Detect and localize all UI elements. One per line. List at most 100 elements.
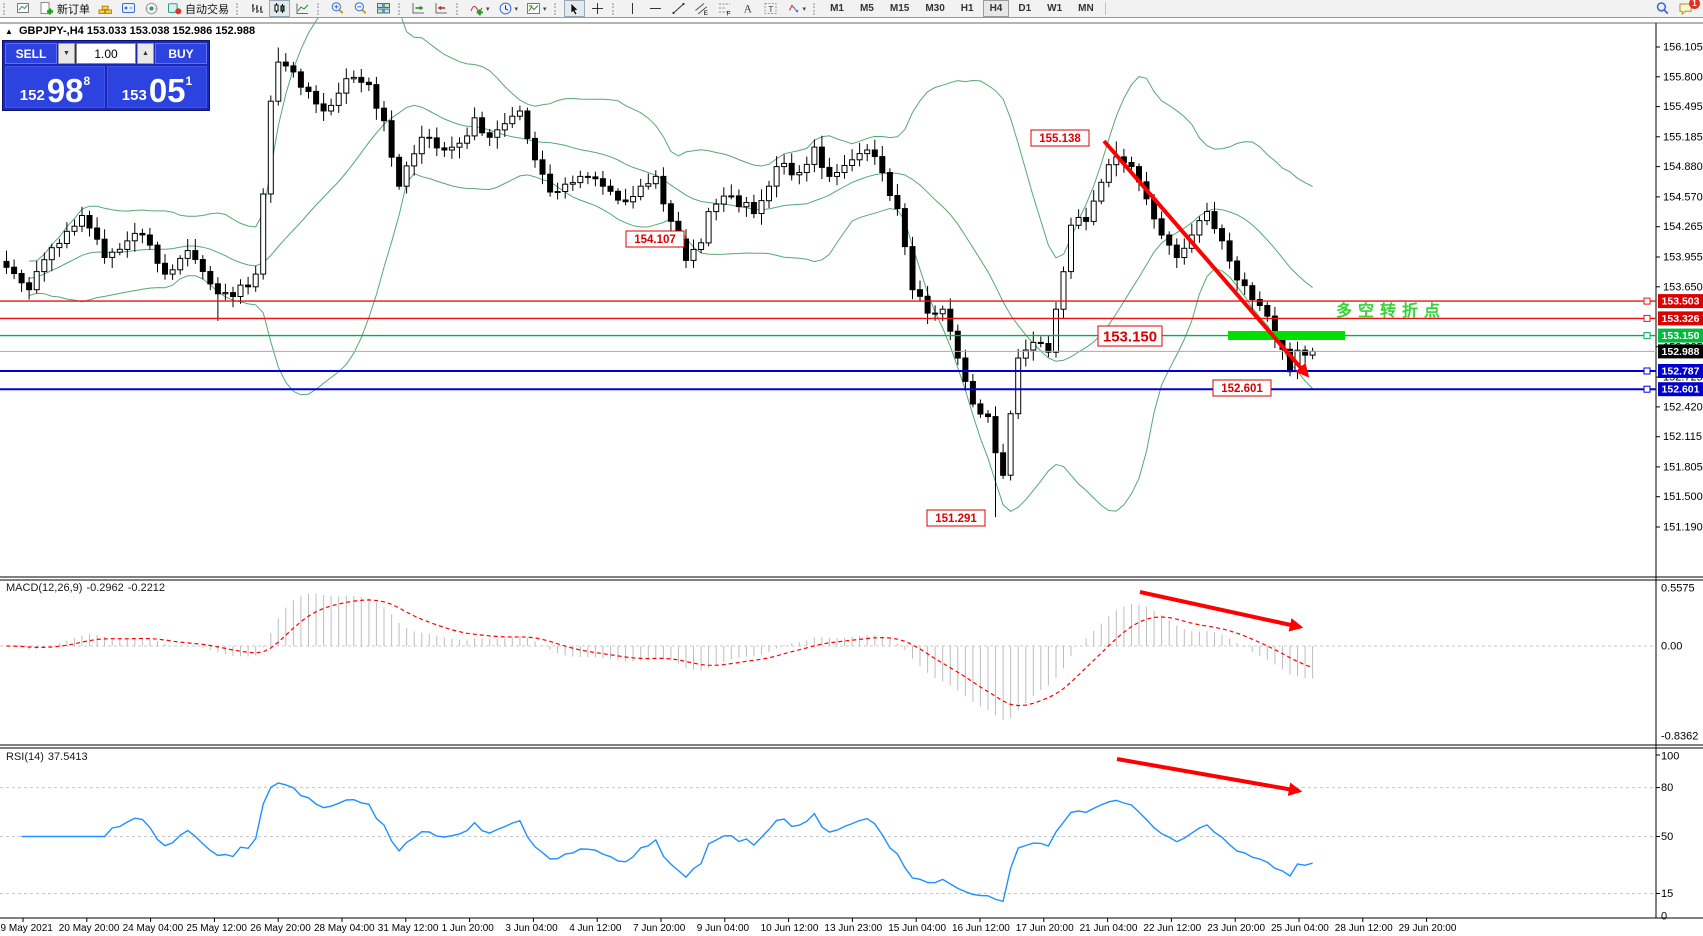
symbol-ohlc: 153.033 153.038 152.986 152.988 — [86, 25, 256, 37]
notifications-button[interactable]: 1 — [1675, 0, 1700, 17]
text-label-button[interactable]: T — [760, 0, 781, 17]
channel-icon: E — [694, 1, 709, 16]
horizontal-line-button[interactable] — [645, 0, 666, 17]
timeframe-W1-button[interactable]: W1 — [1047, 3, 1063, 14]
gold-button[interactable] — [95, 0, 116, 17]
svg-text:A: A — [743, 4, 752, 16]
volume-decrease-button[interactable]: ▼ — [58, 43, 75, 64]
timeframe-M15-button[interactable]: M15 — [889, 3, 910, 14]
trend-arrow-rsi[interactable] — [1116, 757, 1303, 796]
macd-value-signal: -0.2212 — [127, 582, 166, 594]
auto-scroll-button[interactable] — [408, 0, 429, 17]
zoom-out-button[interactable] — [350, 0, 371, 17]
crosshair-button[interactable] — [587, 0, 608, 17]
new-order-button[interactable]: 新订单 — [36, 0, 93, 17]
toolbar-grip — [236, 2, 241, 15]
autotrade-icon — [167, 1, 182, 16]
autoscroll-icon — [411, 1, 426, 16]
symbol-info: ▲ GBPJPY-,H4 153.033 153.038 152.986 152… — [5, 25, 255, 37]
sell-button[interactable]: SELL — [5, 43, 57, 64]
chart-area[interactable]: 156.105 155.800 155.495 155.185 154.880 154.5… — [0, 17, 1703, 936]
indicators-button[interactable]: ▾ — [466, 0, 493, 17]
svg-text:156.105: 156.105 — [1663, 42, 1703, 54]
svg-text:26 May 20:00: 26 May 20:00 — [250, 923, 311, 934]
timeframe-MN-button[interactable]: MN — [1078, 3, 1094, 14]
search-button[interactable] — [1652, 0, 1673, 17]
volume-input[interactable] — [76, 43, 136, 64]
arrows-button[interactable]: ▾ — [783, 0, 810, 17]
bar-chart-button[interactable] — [246, 0, 267, 17]
shift-icon — [434, 1, 449, 16]
timeframe-H4-button[interactable]: H4 — [982, 0, 1010, 17]
gold-icon — [98, 1, 113, 16]
templates-button[interactable]: ▾ — [523, 0, 550, 17]
volume-increase-button[interactable]: ▲ — [137, 43, 154, 64]
trend-arrow-main[interactable] — [1102, 139, 1310, 378]
chart-shift-button[interactable] — [431, 0, 452, 17]
periods-button[interactable]: ▾ — [495, 0, 522, 17]
price-badge-153.503: 153.503 — [1658, 294, 1703, 309]
annotation-151.291[interactable]: 151.291 — [926, 509, 986, 527]
text-button[interactable]: A — [737, 0, 758, 17]
svg-text:17 Jun 20:00: 17 Jun 20:00 — [1016, 923, 1074, 934]
new-chart-button[interactable] — [13, 0, 34, 17]
tiles-icon — [376, 1, 391, 16]
timeframe-H1-button[interactable]: H1 — [960, 3, 974, 14]
sell-price-button[interactable]: 152 98 8 — [5, 66, 105, 108]
candles-icon — [272, 1, 287, 16]
svg-text:15: 15 — [1661, 888, 1673, 900]
market-watch-button[interactable] — [118, 0, 139, 17]
svg-text:T: T — [768, 4, 773, 14]
equidistant-channel-button[interactable]: E — [691, 0, 712, 17]
annotation-154.107[interactable]: 154.107 — [625, 230, 685, 248]
auto-trading-button[interactable]: 自动交易 — [164, 0, 232, 17]
svg-text:152.601: 152.601 — [1221, 383, 1263, 395]
indicator-add-icon — [469, 1, 484, 16]
line-handle[interactable] — [1643, 314, 1651, 322]
tile-windows-button[interactable] — [373, 0, 394, 17]
line-chart-button[interactable] — [292, 0, 313, 17]
highlight-bar[interactable] — [1228, 331, 1345, 340]
vertical-line-button[interactable] — [622, 0, 643, 17]
timeframe-D1-button[interactable]: D1 — [1018, 3, 1032, 14]
candlestick-chart-button[interactable] — [269, 0, 290, 17]
timeframe-M1-button[interactable]: M1 — [830, 3, 844, 14]
svg-text:4 Jun 12:00: 4 Jun 12:00 — [569, 923, 622, 934]
line-handle[interactable] — [1643, 385, 1651, 393]
svg-text:21 Jun 04:00: 21 Jun 04:00 — [1080, 923, 1138, 934]
line-handle[interactable] — [1643, 332, 1651, 340]
webinar-button[interactable] — [141, 0, 162, 17]
line-handle[interactable] — [1643, 297, 1651, 305]
buy-price-big: 05 — [148, 71, 186, 109]
svg-text:28 Jun 12:00: 28 Jun 12:00 — [1335, 923, 1393, 934]
sell-price-sup: 8 — [83, 74, 91, 88]
svg-text:7 Jun 20:00: 7 Jun 20:00 — [633, 923, 686, 934]
timeframe-M30-button[interactable]: M30 — [925, 3, 945, 14]
cursor-button[interactable] — [563, 0, 585, 17]
trendline-button[interactable] — [668, 0, 689, 17]
svg-text:155.495: 155.495 — [1663, 101, 1703, 113]
note-text[interactable]: 多空转折点 — [1336, 301, 1446, 320]
svg-text:152.115: 152.115 — [1663, 431, 1702, 443]
macd-indicator-label: MACD(12,26,9) -0.2962 -0.2212 — [6, 582, 169, 594]
fibonacci-button[interactable]: F — [714, 0, 735, 17]
timeframe-M5-button[interactable]: M5 — [859, 3, 874, 14]
one-click-trading-panel: SELL ▼ ▲ BUY 152 98 8 153 05 1 — [2, 40, 210, 111]
rsi-value: 37.5413 — [47, 751, 88, 763]
line-handle[interactable] — [1643, 367, 1651, 375]
buy-price-button[interactable]: 153 05 1 — [107, 66, 207, 108]
svg-text:153.503: 153.503 — [1662, 296, 1700, 308]
trend-arrow-macd[interactable] — [1139, 590, 1304, 632]
svg-text:-0.8362: -0.8362 — [1661, 731, 1698, 743]
svg-text:153.955: 153.955 — [1663, 252, 1703, 264]
buy-button[interactable]: BUY — [155, 43, 207, 64]
collapse-panel-icon[interactable]: ▲ — [5, 27, 13, 36]
annotation-152.601[interactable]: 152.601 — [1212, 379, 1272, 397]
annotation-153.150[interactable]: 153.150 — [1097, 325, 1163, 347]
annotation-155.138[interactable]: 155.138 — [1030, 129, 1090, 147]
search-icon — [1655, 1, 1670, 16]
svg-text:155.185: 155.185 — [1663, 131, 1703, 143]
zoom-in-button[interactable] — [327, 0, 348, 17]
price-chart[interactable]: 156.105 155.800 155.495 155.185 154.880 154.5… — [0, 17, 1703, 936]
toolbar: 新订单 自动交易 ▾ ▾ ▾ E F A T ▾ M1 M5 M15 M30 H1 H4 D1 W1 MN 1 — [0, 0, 1703, 18]
